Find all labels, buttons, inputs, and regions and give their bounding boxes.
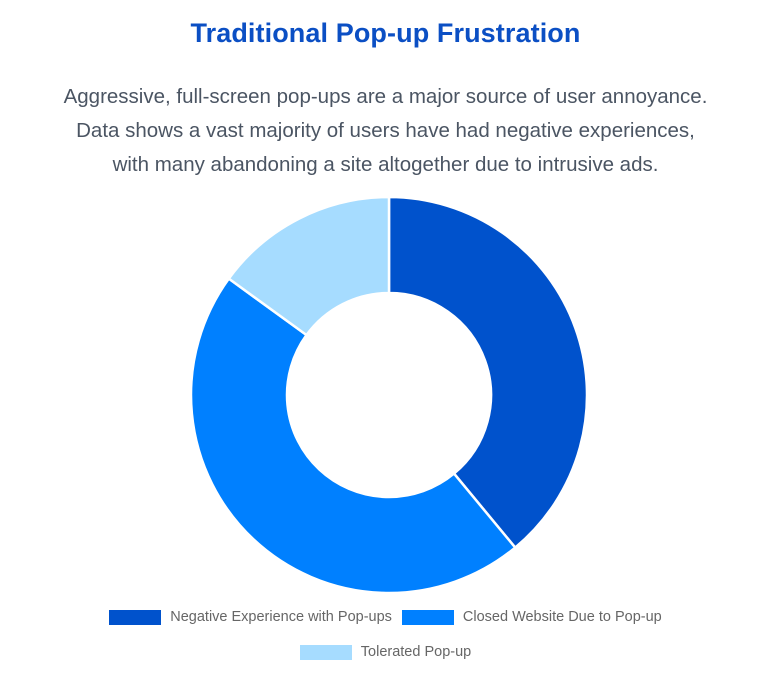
chart-description: Aggressive, full-screen pop-ups are a ma… (20, 80, 751, 182)
legend-row-2: Tolerated Pop-up (0, 641, 771, 663)
donut-slice-closed-website[interactable] (189, 277, 517, 595)
legend-swatch-tolerated (299, 644, 352, 660)
chart-legend: Negative Experience with Pop-ups Closed … (0, 606, 771, 676)
donut-slice-negative-experience[interactable] (387, 195, 589, 549)
donut-slice-tolerated[interactable] (227, 195, 391, 337)
legend-row-1: Negative Experience with Pop-ups Closed … (0, 606, 771, 628)
legend-item-tolerated[interactable]: Tolerated Pop-up (299, 644, 472, 660)
legend-label-tolerated: Tolerated Pop-up (360, 644, 472, 660)
chart-title: Traditional Pop-up Frustration (190, 18, 581, 48)
legend-item-closed-website[interactable]: Closed Website Due to Pop-up (401, 609, 662, 625)
description-line-2: Data shows a vast majority of users have… (76, 119, 695, 142)
description-line-1: Aggressive, full-screen pop-ups are a ma… (63, 85, 708, 108)
legend-item-negative-experience[interactable]: Negative Experience with Pop-ups (109, 609, 392, 625)
description-line-3: with many abandoning a site altogether d… (112, 153, 659, 176)
legend-swatch-negative-experience (109, 609, 162, 625)
legend-label-negative-experience: Negative Experience with Pop-ups (170, 609, 392, 625)
legend-swatch-closed-website (401, 609, 454, 625)
legend-label-closed-website: Closed Website Due to Pop-up (462, 609, 662, 625)
